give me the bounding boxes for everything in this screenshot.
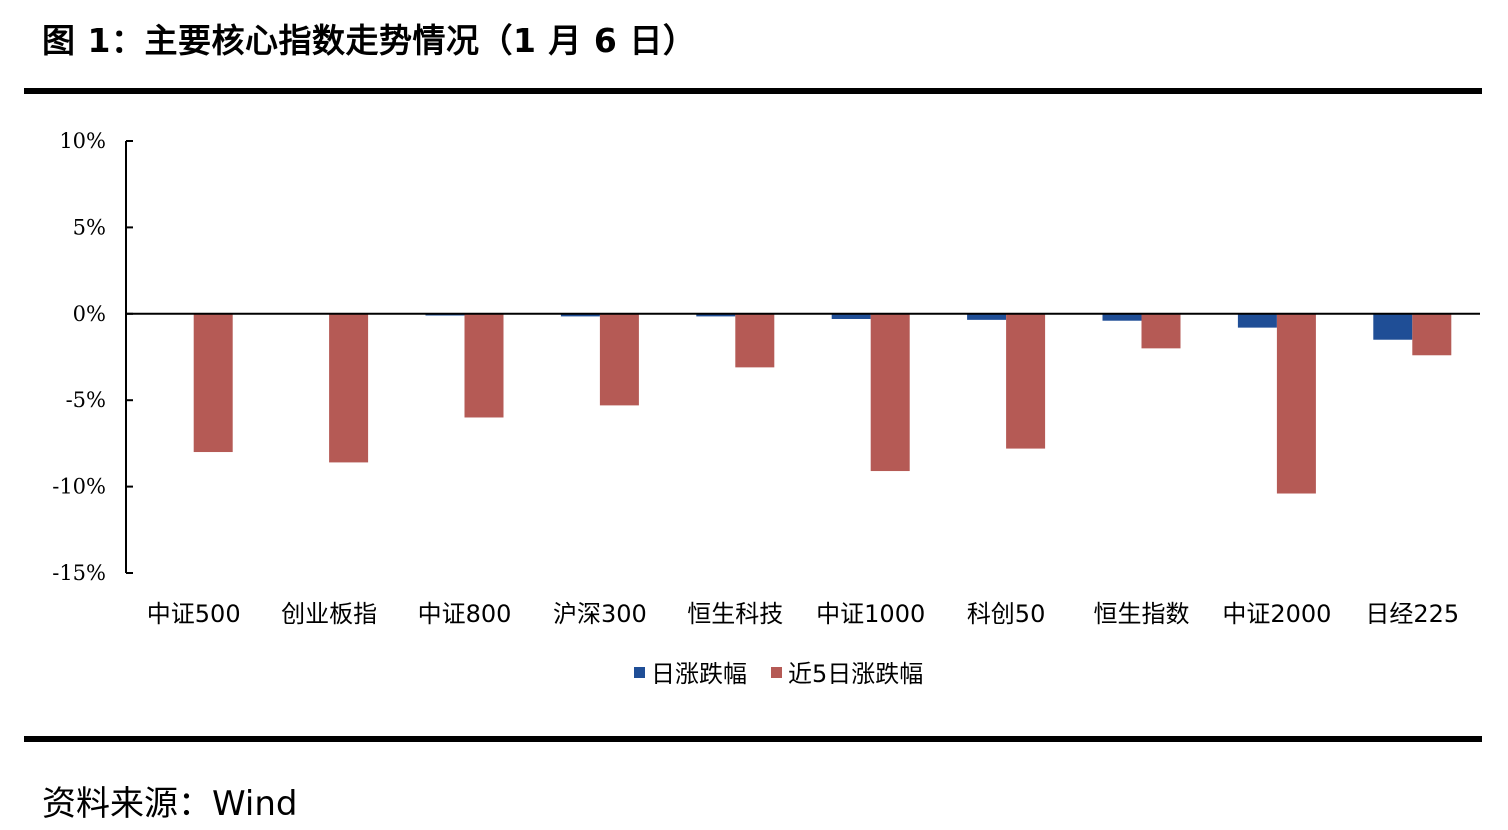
bar-five-day: [329, 313, 369, 463]
legend-label-daily: 日涨跌幅: [651, 660, 747, 688]
source-note: 资料来源：Wind: [42, 784, 298, 824]
x-category-label: 中证1000: [816, 600, 925, 628]
legend-swatch-five-day: [771, 667, 782, 678]
y-tick-label: 5%: [73, 215, 106, 239]
bar-daily: [967, 313, 1007, 320]
legend-swatch-daily: [634, 667, 645, 678]
y-tick-label: 10%: [59, 129, 106, 153]
bar-five-day: [464, 313, 504, 418]
bar-daily: [696, 313, 736, 317]
bar-daily: [560, 313, 600, 317]
legend-label-five-day: 近5日涨跌幅: [788, 660, 923, 688]
x-category-label: 沪深300: [553, 600, 647, 628]
bar-five-day: [1412, 313, 1452, 356]
bar-five-day: [1006, 313, 1046, 449]
bar-five-day: [1141, 313, 1181, 349]
x-category-label: 中证500: [147, 600, 241, 628]
x-category-label: 中证800: [418, 600, 512, 628]
bar-five-day: [735, 313, 775, 368]
x-category-label: 中证2000: [1222, 600, 1331, 628]
bar-chart: 10% 5% 0% -5% -10% -15% 中证500 创业板指 中证800 沪深300 恒生…: [52, 129, 1480, 688]
bars: [193, 313, 1452, 494]
x-category-label: 恒生指数: [1094, 600, 1190, 628]
x-category-label: 恒生科技: [687, 600, 783, 628]
y-tick-label: 0%: [73, 302, 106, 326]
figure-title: 图 1：主要核心指数走势情况（1 月 6 日）: [42, 21, 697, 60]
y-tick-label: -10%: [52, 475, 106, 499]
bar-five-day: [599, 313, 639, 406]
x-category-label: 科创50: [967, 600, 1046, 628]
bar-daily: [1102, 313, 1142, 321]
bottom-rule: [24, 736, 1482, 742]
x-category-label: 创业板指: [281, 600, 377, 628]
bar-daily: [1237, 313, 1277, 328]
y-tick-label: -15%: [52, 561, 106, 585]
bar-five-day: [193, 313, 233, 453]
top-rule: [24, 88, 1482, 94]
x-axis: 中证500 创业板指 中证800 沪深300 恒生科技 中证1000 科创50 恒生指数 中证2…: [126, 312, 1480, 628]
bar-daily: [831, 313, 871, 319]
y-axis: 10% 5% 0% -5% -10% -15%: [52, 129, 133, 585]
bar-daily: [1373, 313, 1413, 340]
legend: 日涨跌幅 近5日涨跌幅: [634, 660, 923, 688]
bar-five-day: [870, 313, 910, 472]
x-category-label: 日经225: [1365, 600, 1459, 628]
bar-five-day: [1276, 313, 1316, 494]
y-tick-label: -5%: [66, 388, 106, 412]
